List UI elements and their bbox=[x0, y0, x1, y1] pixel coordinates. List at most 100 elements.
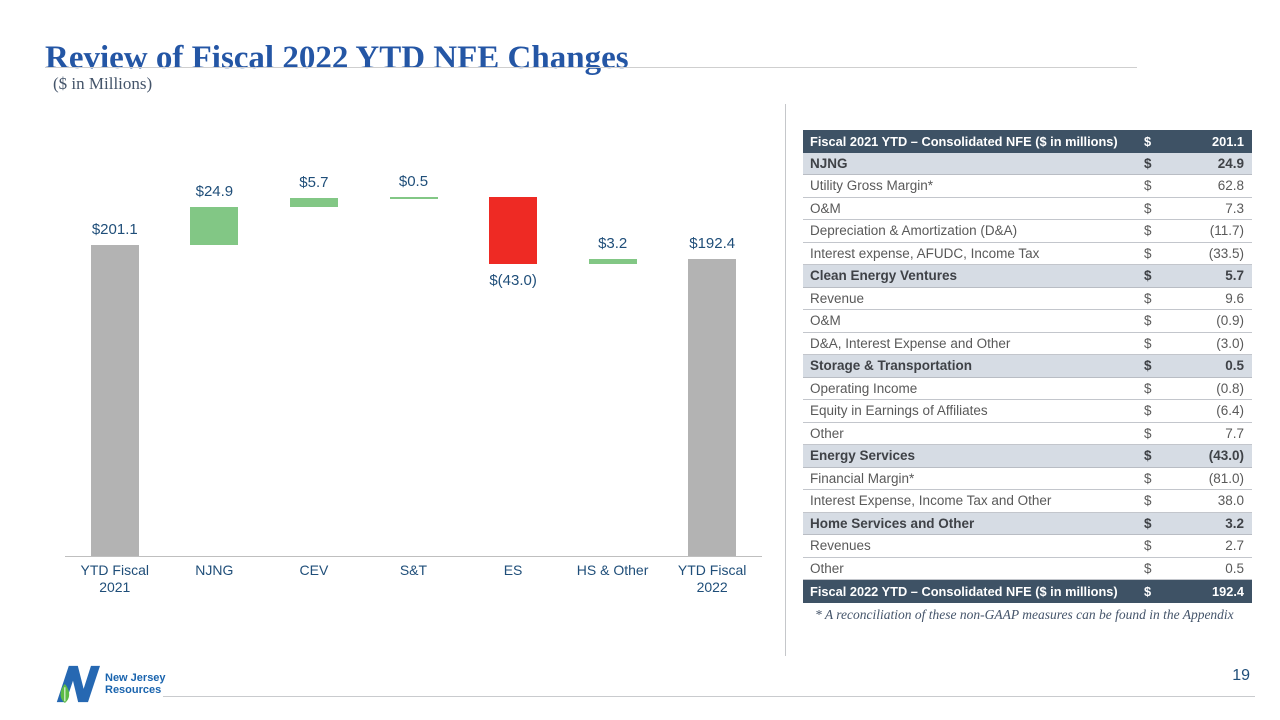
table-row-currency: $ bbox=[1144, 380, 1152, 396]
x-axis-category-label: NJNG bbox=[195, 562, 234, 578]
table-row-label: Storage & Transportation bbox=[810, 358, 973, 374]
table-row-label: Revenue bbox=[810, 290, 865, 306]
leaf-icon bbox=[60, 684, 70, 703]
table-row: Storage & Transportation $0.5 bbox=[803, 355, 1252, 378]
table-row: Clean Energy Ventures $5.7 bbox=[803, 265, 1252, 288]
table-row-value: (3.0) bbox=[1216, 335, 1244, 351]
x-axis-category-label: CEV bbox=[299, 562, 329, 578]
x-axis-category-label: ES bbox=[503, 562, 523, 578]
table-row-currency: $ bbox=[1144, 448, 1152, 464]
table-row-label: Fiscal 2022 YTD – Consolidated NFE ($ in… bbox=[810, 583, 1118, 599]
table-row-label: Clean Energy Ventures bbox=[810, 268, 958, 284]
logo-line1: New Jersey bbox=[105, 672, 166, 684]
waterfall-bar-increase bbox=[190, 206, 239, 246]
x-axis-category-label: HS & Other bbox=[576, 562, 649, 578]
x-axis-category-label: YTD Fiscal 2022 bbox=[677, 562, 747, 595]
table-row: Revenues $2.7 bbox=[803, 535, 1252, 558]
title-divider bbox=[45, 67, 1137, 68]
table-row-value: (0.9) bbox=[1216, 313, 1244, 329]
table-row-value: (11.7) bbox=[1209, 223, 1244, 239]
vertical-divider bbox=[785, 104, 786, 656]
x-axis-category-label: S&T bbox=[399, 562, 428, 578]
waterfall-bar-total bbox=[688, 258, 737, 556]
table-row-value: 9.6 bbox=[1225, 290, 1244, 306]
bar-value-label: $201.1 bbox=[91, 221, 138, 239]
table-row: Home Services and Other $3.2 bbox=[803, 512, 1252, 535]
table-row-label: D&A, Interest Expense and Other bbox=[810, 335, 1011, 351]
table-row-currency: $ bbox=[1144, 358, 1152, 374]
waterfall-bar-decrease bbox=[489, 197, 538, 264]
table-row-value: 62.8 bbox=[1217, 178, 1244, 194]
table-row-currency: $ bbox=[1144, 583, 1152, 599]
table-row-currency: $ bbox=[1144, 560, 1152, 576]
bar-value-label: $0.5 bbox=[398, 173, 429, 191]
njr-logo-text: New Jersey Resources bbox=[105, 672, 166, 696]
table-row: Financial Margin* $ (81.0) bbox=[803, 467, 1252, 490]
page-title: Review of Fiscal 2022 YTD NFE Changes bbox=[45, 40, 629, 77]
table-row: Fiscal 2022 YTD – Consolidated NFE ($ in… bbox=[803, 580, 1252, 603]
table-row-label: NJNG bbox=[810, 155, 848, 171]
table-row-label: Operating Income bbox=[810, 380, 918, 396]
table-row-currency: $ bbox=[1144, 515, 1152, 531]
bar-value-label: $(43.0) bbox=[489, 271, 537, 289]
waterfall-bar-total bbox=[90, 245, 139, 556]
waterfall-bar-increase bbox=[588, 258, 637, 264]
table-row-value: (6.4) bbox=[1216, 403, 1244, 419]
table-row-label: Equity in Earnings of Affiliates bbox=[810, 403, 988, 419]
x-axis-line bbox=[65, 556, 762, 557]
x-axis-category-label: YTD Fiscal 2021 bbox=[80, 562, 149, 595]
subtitle: ($ in Millions) bbox=[53, 74, 153, 93]
table-row: Other $7.7 bbox=[803, 422, 1252, 445]
table-row-currency: $ bbox=[1144, 155, 1152, 171]
table-row-value: 7.7 bbox=[1225, 425, 1244, 441]
table-row-currency: $ bbox=[1144, 538, 1152, 554]
bar-value-label: $5.7 bbox=[299, 174, 329, 192]
table-row: Other $0.5 bbox=[803, 557, 1252, 580]
waterfall-chart-plot-area: $201.1 $24.9 $5.7 $0.5 $(43.0) $3.2 $192.4 bbox=[65, 173, 762, 556]
table-row-value: 38.0 bbox=[1217, 493, 1244, 509]
table-row-currency: $ bbox=[1144, 403, 1152, 419]
table-row-label: O&M bbox=[810, 200, 841, 216]
bar-value-label: $192.4 bbox=[689, 234, 736, 252]
table-row-label: Financial Margin* bbox=[810, 470, 915, 486]
table-row: Equity in Earnings of Affiliates $ (6.4) bbox=[803, 400, 1252, 423]
table-row-currency: $ bbox=[1144, 313, 1152, 329]
table-row-label: Revenues bbox=[810, 538, 871, 554]
page-number: 19 bbox=[1232, 667, 1250, 684]
bar-value-label: $3.2 bbox=[598, 234, 628, 252]
table-row-currency: $ bbox=[1144, 268, 1152, 284]
table-row: Interest Expense, Income Tax and Other $3… bbox=[803, 490, 1252, 513]
table-row-value: (81.0) bbox=[1208, 470, 1244, 486]
table-row-currency: $ bbox=[1144, 493, 1152, 509]
table-row-value: (0.8) bbox=[1216, 380, 1244, 396]
table-row: D&A, Interest Expense and Other $ (3.0) bbox=[803, 332, 1252, 355]
njr-logo: New Jersey Resources bbox=[55, 663, 166, 705]
table-row-label: Fiscal 2021 YTD – Consolidated NFE ($ in… bbox=[810, 133, 1118, 149]
table-row-value: 201.1 bbox=[1211, 133, 1244, 149]
table-row-value: 7.3 bbox=[1225, 200, 1244, 216]
table-row-currency: $ bbox=[1144, 223, 1152, 239]
table-row-label: Interest expense, AFUDC, Income Tax bbox=[810, 245, 1040, 261]
table-row: Depreciation & Amortization (D&A) $ (11.7) bbox=[803, 220, 1252, 243]
table-row-value: 24.9 bbox=[1217, 155, 1244, 171]
bar-value-label: $24.9 bbox=[195, 182, 234, 200]
table-row-currency: $ bbox=[1144, 178, 1152, 194]
table-row-value: 3.2 bbox=[1225, 515, 1244, 531]
footnote: * A reconciliation of these non-GAAP mea… bbox=[815, 607, 1234, 622]
table-row-label: Utility Gross Margin* bbox=[810, 178, 934, 194]
table-row-label: Other bbox=[810, 560, 844, 576]
table-row-label: O&M bbox=[810, 313, 841, 329]
table-row-label: Depreciation & Amortization (D&A) bbox=[810, 223, 1018, 239]
table-row: Interest expense, AFUDC, Income Tax $ (33.… bbox=[803, 242, 1252, 265]
table-row-value: 5.7 bbox=[1225, 268, 1244, 284]
njr-logo-icon bbox=[56, 665, 101, 703]
table-row: Fiscal 2021 YTD – Consolidated NFE ($ in… bbox=[803, 130, 1252, 153]
table-row-value: 0.5 bbox=[1225, 560, 1244, 576]
table-row-currency: $ bbox=[1144, 133, 1152, 149]
table-row-currency: $ bbox=[1144, 290, 1152, 306]
table-row-value: (43.0) bbox=[1208, 448, 1244, 464]
table-row: Revenue $9.6 bbox=[803, 287, 1252, 310]
table-row-currency: $ bbox=[1144, 335, 1152, 351]
table-row: NJNG $24.9 bbox=[803, 152, 1252, 175]
table-row-value: 0.5 bbox=[1225, 358, 1244, 374]
